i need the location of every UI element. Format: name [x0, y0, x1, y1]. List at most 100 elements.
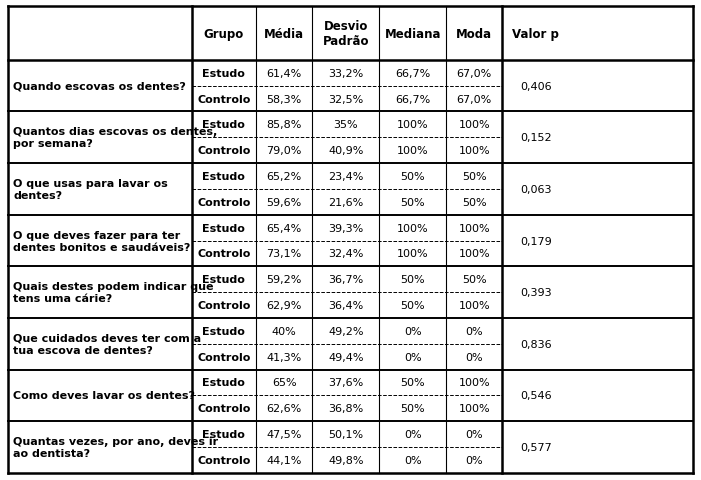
Text: 50%: 50%: [462, 172, 486, 181]
Text: 36,4%: 36,4%: [328, 300, 363, 311]
Text: Média: Média: [264, 27, 304, 40]
Text: Controlo: Controlo: [197, 455, 251, 465]
Text: 0,179: 0,179: [520, 236, 552, 246]
Text: 66,7%: 66,7%: [395, 95, 430, 104]
Text: 40,9%: 40,9%: [328, 146, 363, 156]
Text: 100%: 100%: [397, 146, 428, 156]
Text: 0%: 0%: [404, 326, 421, 336]
Text: 67,0%: 67,0%: [457, 95, 492, 104]
Text: Controlo: Controlo: [197, 403, 251, 413]
Text: 0,546: 0,546: [520, 391, 552, 400]
Text: 65%: 65%: [272, 378, 297, 388]
Text: 0%: 0%: [465, 352, 483, 362]
Text: 100%: 100%: [397, 249, 428, 259]
Text: 66,7%: 66,7%: [395, 69, 430, 79]
Text: 40%: 40%: [272, 326, 297, 336]
Text: 50%: 50%: [400, 197, 425, 207]
Text: 0,063: 0,063: [520, 184, 552, 194]
Text: 73,1%: 73,1%: [266, 249, 301, 259]
Text: Estudo: Estudo: [203, 223, 245, 233]
Text: 32,5%: 32,5%: [328, 95, 363, 104]
Text: 35%: 35%: [334, 120, 358, 130]
Text: 23,4%: 23,4%: [328, 172, 363, 181]
Text: Estudo: Estudo: [203, 120, 245, 130]
Text: Estudo: Estudo: [203, 275, 245, 285]
Text: 100%: 100%: [458, 403, 490, 413]
Text: Controlo: Controlo: [197, 300, 251, 311]
Text: 0,836: 0,836: [520, 339, 552, 349]
Text: Quantos dias escovas os dentes,
por semana?: Quantos dias escovas os dentes, por sema…: [13, 127, 217, 149]
Text: 21,6%: 21,6%: [328, 197, 363, 207]
Text: Estudo: Estudo: [203, 429, 245, 439]
Text: 100%: 100%: [458, 300, 490, 311]
Text: Estudo: Estudo: [203, 378, 245, 388]
Text: 0%: 0%: [465, 455, 483, 465]
Text: 49,2%: 49,2%: [328, 326, 363, 336]
Text: 50%: 50%: [400, 172, 425, 181]
Text: 44,1%: 44,1%: [266, 455, 302, 465]
Text: Controlo: Controlo: [197, 95, 251, 104]
Text: O que deves fazer para ter
dentes bonitos e saudáveis?: O que deves fazer para ter dentes bonito…: [13, 230, 191, 252]
Text: 100%: 100%: [458, 223, 490, 233]
Text: Moda: Moda: [456, 27, 492, 40]
Text: 100%: 100%: [458, 378, 490, 388]
Text: 0,152: 0,152: [520, 133, 552, 143]
Text: 62,6%: 62,6%: [266, 403, 301, 413]
Text: 50%: 50%: [400, 275, 425, 285]
Text: 0,393: 0,393: [520, 288, 552, 298]
Text: Grupo: Grupo: [204, 27, 244, 40]
Text: 79,0%: 79,0%: [266, 146, 302, 156]
Text: 0,577: 0,577: [520, 442, 552, 452]
Text: Controlo: Controlo: [197, 249, 251, 259]
Text: Desvio
Padrão: Desvio Padrão: [322, 20, 369, 48]
Text: Que cuidados deves ter com a
tua escova de dentes?: Que cuidados deves ter com a tua escova …: [13, 333, 201, 355]
Text: Estudo: Estudo: [203, 69, 245, 79]
Text: Como deves lavar os dentes?: Como deves lavar os dentes?: [13, 391, 196, 400]
Text: 65,2%: 65,2%: [266, 172, 301, 181]
Text: Quando escovas os dentes?: Quando escovas os dentes?: [13, 82, 186, 92]
Text: 61,4%: 61,4%: [266, 69, 301, 79]
Text: 0%: 0%: [465, 326, 483, 336]
Text: 0,406: 0,406: [520, 82, 552, 92]
Text: Estudo: Estudo: [203, 172, 245, 181]
Text: 0%: 0%: [404, 352, 421, 362]
Text: 59,2%: 59,2%: [266, 275, 302, 285]
Text: 49,4%: 49,4%: [328, 352, 363, 362]
Text: 50%: 50%: [462, 197, 486, 207]
Text: Quais destes podem indicar que
tens uma cárie?: Quais destes podem indicar que tens uma …: [13, 282, 214, 303]
Text: 49,8%: 49,8%: [328, 455, 363, 465]
Text: Valor p: Valor p: [512, 27, 559, 40]
Text: 33,2%: 33,2%: [328, 69, 363, 79]
Text: 37,6%: 37,6%: [328, 378, 363, 388]
Text: Mediana: Mediana: [385, 27, 441, 40]
Text: Controlo: Controlo: [197, 197, 251, 207]
Text: O que usas para lavar os
dentes?: O que usas para lavar os dentes?: [13, 179, 168, 201]
Text: 65,4%: 65,4%: [266, 223, 301, 233]
Text: 100%: 100%: [458, 120, 490, 130]
Text: 0%: 0%: [465, 429, 483, 439]
Text: 39,3%: 39,3%: [328, 223, 363, 233]
Text: 100%: 100%: [458, 146, 490, 156]
Text: 0%: 0%: [404, 455, 421, 465]
Text: Quantas vezes, por ano, deves ir
ao dentista?: Quantas vezes, por ano, deves ir ao dent…: [13, 436, 219, 458]
Text: 100%: 100%: [397, 223, 428, 233]
Text: 50%: 50%: [400, 378, 425, 388]
Text: 100%: 100%: [397, 120, 428, 130]
Text: 100%: 100%: [458, 249, 490, 259]
Text: 50,1%: 50,1%: [328, 429, 363, 439]
Text: Controlo: Controlo: [197, 352, 251, 362]
Text: Controlo: Controlo: [197, 146, 251, 156]
Text: 36,7%: 36,7%: [328, 275, 363, 285]
Text: 32,4%: 32,4%: [328, 249, 363, 259]
Text: 67,0%: 67,0%: [457, 69, 492, 79]
Text: 0%: 0%: [404, 429, 421, 439]
Text: 36,8%: 36,8%: [328, 403, 363, 413]
Text: 50%: 50%: [400, 403, 425, 413]
Text: 47,5%: 47,5%: [266, 429, 302, 439]
Text: 59,6%: 59,6%: [266, 197, 301, 207]
Text: Estudo: Estudo: [203, 326, 245, 336]
Text: 58,3%: 58,3%: [266, 95, 301, 104]
Text: 50%: 50%: [400, 300, 425, 311]
Text: 85,8%: 85,8%: [266, 120, 302, 130]
Text: 41,3%: 41,3%: [266, 352, 301, 362]
